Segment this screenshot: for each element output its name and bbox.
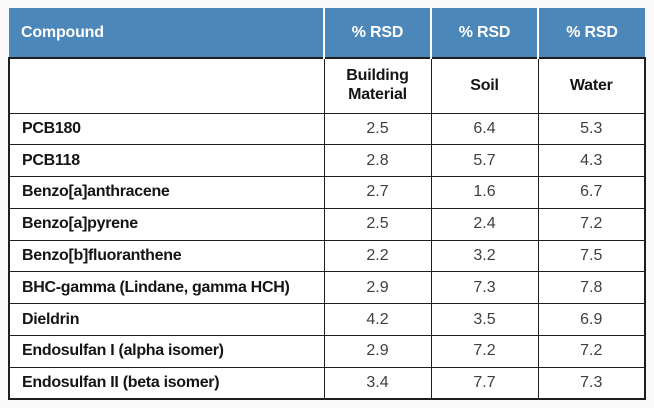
table-row: Benzo[a]pyrene 2.5 2.4 7.2 [8, 207, 646, 241]
value-cell: 7.2 [537, 335, 646, 368]
rsd-table: Compound % RSD % RSD % RSD Building Mate… [8, 8, 646, 401]
value-cell: 2.9 [323, 271, 432, 305]
compound-name-cell: PCB118 [8, 144, 325, 178]
value-cell: 2.2 [323, 239, 432, 273]
value-cell: 5.7 [430, 144, 539, 178]
value-cell: 7.3 [430, 271, 539, 305]
table-row: Benzo[a]anthracene 2.7 1.6 6.7 [8, 176, 646, 209]
compound-name-cell: Benzo[b]fluoranthene [8, 239, 325, 273]
subheader-water: Water [537, 57, 646, 114]
value-cell: 2.5 [323, 207, 432, 241]
value-cell: 2.8 [323, 144, 432, 178]
header-rsd-2: % RSD [430, 8, 538, 58]
compound-name-cell: PCB180 [8, 112, 325, 146]
table-row: Endosulfan I (alpha isomer) 2.9 7.2 7.2 [8, 335, 646, 368]
compound-name-cell: Benzo[a]anthracene [8, 176, 325, 209]
value-cell: 2.5 [323, 112, 432, 146]
value-cell: 7.8 [537, 271, 646, 305]
table-row: PCB180 2.5 6.4 5.3 [8, 112, 646, 146]
value-cell: 2.7 [323, 176, 432, 209]
value-cell: 2.9 [323, 335, 432, 368]
value-cell: 1.6 [430, 176, 539, 209]
value-cell: 7.2 [430, 335, 539, 368]
header-rsd-3: % RSD [537, 8, 645, 58]
subheader-row: Building Material Soil Water [8, 57, 646, 114]
header-rsd-1: % RSD [323, 8, 431, 58]
value-cell: 3.2 [430, 239, 539, 273]
header-compound: Compound [9, 8, 324, 58]
value-cell: 4.3 [537, 144, 646, 178]
value-cell: 3.5 [430, 303, 539, 337]
compound-name-cell: Endosulfan I (alpha isomer) [8, 335, 325, 368]
subheader-soil: Soil [430, 57, 539, 114]
table-row: Endosulfan II (beta isomer) 3.4 7.7 7.3 [8, 366, 646, 401]
value-cell: 4.2 [323, 303, 432, 337]
subheader-building-material: Building Material [323, 57, 432, 114]
value-cell: 7.5 [537, 239, 646, 273]
value-cell: 2.4 [430, 207, 539, 241]
compound-name-cell: Endosulfan II (beta isomer) [8, 366, 325, 401]
value-cell: 7.2 [537, 207, 646, 241]
value-cell: 6.7 [537, 176, 646, 209]
value-cell: 7.3 [537, 366, 646, 401]
value-cell: 6.4 [430, 112, 539, 146]
value-cell: 3.4 [323, 366, 432, 401]
value-cell: 5.3 [537, 112, 646, 146]
value-cell: 7.7 [430, 366, 539, 401]
compound-name-cell: Dieldrin [8, 303, 325, 337]
table-row: Benzo[b]fluoranthene 2.2 3.2 7.5 [8, 239, 646, 273]
table-row: Dieldrin 4.2 3.5 6.9 [8, 303, 646, 337]
compound-name-cell: BHC-gamma (Lindane, gamma HCH) [8, 271, 325, 305]
header-row: Compound % RSD % RSD % RSD [9, 8, 645, 58]
table-row: BHC-gamma (Lindane, gamma HCH) 2.9 7.3 7… [8, 271, 646, 305]
compound-name-cell: Benzo[a]pyrene [8, 207, 325, 241]
rsd-table-container: Compound % RSD % RSD % RSD Building Mate… [8, 8, 646, 401]
subheader-blank [8, 57, 325, 114]
value-cell: 6.9 [537, 303, 646, 337]
table-row: PCB118 2.8 5.7 4.3 [8, 144, 646, 178]
